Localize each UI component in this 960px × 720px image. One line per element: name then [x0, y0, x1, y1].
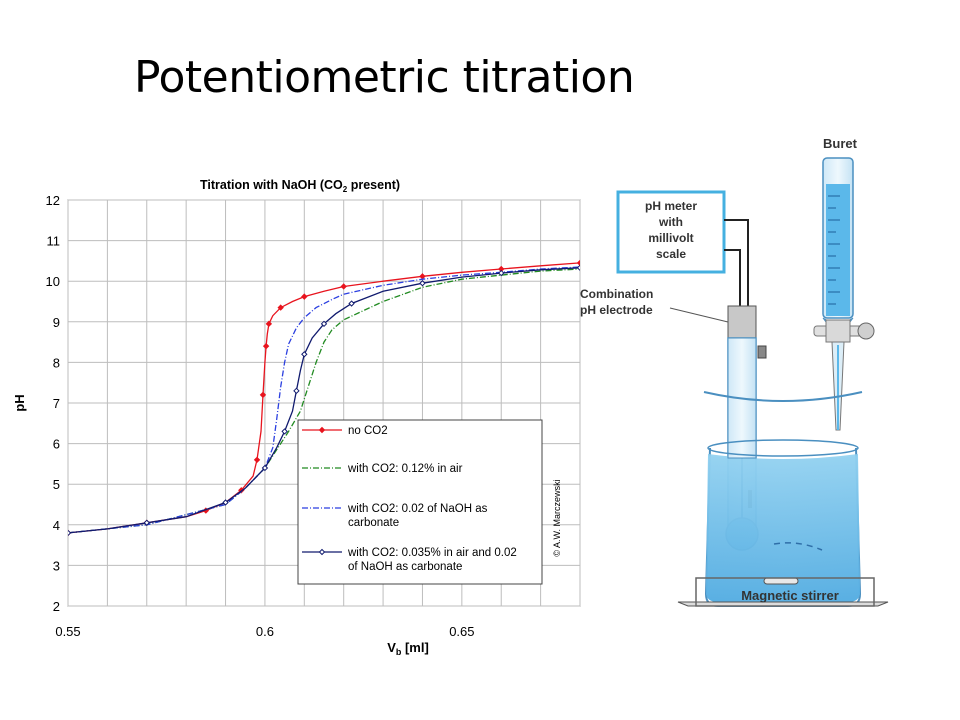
y-tick-labels: 2 3 4 5 6 7 8 9 10 11 12 — [46, 193, 60, 614]
legend-label: with CO2: 0.12% in air — [347, 463, 463, 475]
series-line — [68, 268, 580, 534]
ph-meter-box — [616, 190, 726, 274]
legend-label: no CO2 — [348, 425, 388, 437]
legend: no CO2 with CO2: 0.12% in air with CO2: 0.… — [297, 419, 543, 585]
data-point — [320, 320, 328, 328]
series-line — [68, 267, 580, 534]
data-point — [143, 519, 150, 526]
legend-label: of NaOH as carbonate — [348, 561, 462, 573]
y-tick-label: 3 — [53, 558, 60, 573]
y-tick-label: 6 — [53, 437, 60, 452]
data-point — [576, 259, 580, 267]
data-point — [301, 293, 308, 300]
data-point — [576, 264, 580, 272]
data-point — [259, 391, 267, 399]
titration-apparatus: Buret pH meter with millivolt scale Comb… — [580, 136, 889, 607]
legend-label: with CO2: 0.02 of NaOH as — [347, 503, 488, 515]
data-point — [340, 283, 347, 290]
x-tick-labels: 0.55 0.6 0.65 — [55, 624, 474, 639]
data-point — [68, 529, 72, 537]
buret — [813, 157, 875, 431]
y-tick-label: 2 — [53, 599, 60, 614]
x-tick-label: 0.65 — [449, 624, 474, 639]
y-axis-label: pH — [12, 394, 27, 411]
data-point — [281, 428, 288, 435]
y-tick-label: 4 — [53, 518, 60, 533]
legend-label: carbonate — [348, 517, 399, 529]
y-tick-label: 8 — [53, 355, 60, 370]
beaker — [703, 337, 863, 607]
legend-item: with CO2: 0.02 of NaOH as carbonate — [302, 503, 488, 529]
x-axis-label: Vb [ml] — [387, 640, 429, 657]
svg-text:Combination: Combination — [580, 287, 653, 301]
legend-item: no CO2 — [302, 425, 388, 437]
data-point — [222, 499, 229, 506]
svg-text:pH meter: pH meter — [645, 199, 697, 213]
electrode-pointer — [669, 307, 729, 323]
data-point — [301, 351, 308, 358]
x-tick-label: 0.55 — [55, 624, 80, 639]
series-2 — [68, 268, 580, 534]
stirrer-label: Magnetic stirrer — [741, 588, 839, 603]
chart-title: Titration with NaOH (CO2 present) — [200, 178, 400, 194]
legend-item: with CO2: 0.12% in air — [302, 463, 463, 475]
y-tick-label: 11 — [47, 234, 61, 249]
y-tick-label: 9 — [53, 315, 60, 330]
legend-marker — [318, 426, 326, 434]
buret-label: Buret — [823, 136, 858, 151]
series-4 — [68, 264, 580, 537]
data-point — [265, 320, 273, 328]
series-lines — [68, 259, 580, 537]
data-point — [419, 280, 426, 287]
data-point — [262, 342, 270, 350]
electrode-label: Combination pH electrode — [580, 287, 653, 317]
legend-label: with CO2: 0.035% in air and 0.02 — [347, 547, 517, 559]
data-point — [253, 456, 261, 464]
svg-text:scale: scale — [656, 247, 686, 261]
legend-item: with CO2: 0.035% in air and 0.02 of NaOH … — [302, 547, 517, 573]
watermark: © A.W. Marczewski — [552, 479, 562, 556]
svg-text:pH electrode: pH electrode — [580, 303, 653, 317]
x-tick-label: 0.6 — [256, 624, 274, 639]
data-point — [261, 464, 269, 472]
y-tick-label: 12 — [46, 193, 60, 208]
y-tick-label: 10 — [46, 274, 60, 289]
legend-marker — [318, 548, 326, 556]
magnetic-stirrer — [677, 577, 889, 607]
y-tick-label: 5 — [53, 477, 60, 492]
electrode-wires — [724, 219, 749, 306]
data-point — [293, 387, 300, 395]
y-tick-label: 7 — [53, 396, 60, 411]
titration-chart: Titration with NaOH (CO2 present) 2 3 4 5 6 7… — [12, 178, 581, 657]
data-point — [348, 300, 355, 307]
data-point — [277, 304, 284, 311]
svg-text:with: with — [658, 215, 683, 229]
svg-text:millivolt: millivolt — [648, 231, 693, 245]
slide-title: Potentiometric titration — [134, 52, 635, 103]
ph-meter-label: pH meter with millivolt scale — [645, 199, 697, 261]
data-point — [498, 269, 505, 277]
